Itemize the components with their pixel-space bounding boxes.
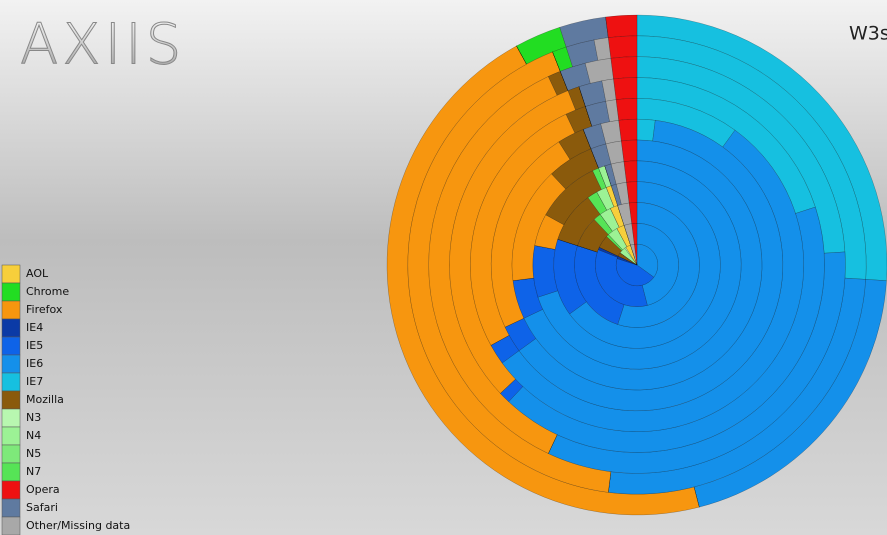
legend-label: Opera [26,483,60,496]
ring-segment [605,14,638,38]
legend-label: Safari [26,501,58,514]
ring-segment [623,225,631,246]
legend-swatch [1,264,21,284]
legend-swatch [1,462,21,482]
ring-segment [623,225,631,246]
legend-swatch [1,372,21,392]
legend-label: IE6 [26,357,43,370]
legend-label: N7 [26,465,41,478]
legend-swatch [1,426,21,446]
ring-segment [615,258,655,287]
legend-swatch [1,444,21,464]
legend-swatch [1,354,21,374]
legend-label: Chrome [26,285,69,298]
legend-swatch [1,300,21,320]
ring-segment [624,247,638,266]
ring-segment [623,160,638,183]
legend-swatch [1,318,21,338]
legend-swatch [1,282,21,302]
ring-segment [618,118,638,142]
legend-label: Mozilla [26,393,64,406]
legend-label: N4 [26,429,41,442]
ring-segment [615,98,638,121]
ring-segment [636,243,659,278]
ring-segment [634,243,638,266]
ring-segment [636,118,656,142]
legend-label: AOL [26,267,49,280]
legend-swatch [1,336,21,356]
ring-segment [630,244,638,266]
chart-title: W3s [849,23,887,45]
legend-label: Firefox [26,303,63,316]
ring-segment [625,244,638,266]
ring-segment [607,35,638,59]
legend-swatch [1,408,21,428]
legend-swatch [1,516,21,535]
legend-label: IE4 [26,321,43,334]
ring-segment [613,77,638,100]
legend-swatch [1,498,21,518]
legend-swatch [1,480,21,500]
logo: AXIIS [20,12,185,77]
legend-label: IE5 [26,339,43,352]
legend-label: IE7 [26,375,43,388]
legend-swatch [1,390,21,410]
ring-segment [608,471,612,493]
ring-segment [616,255,638,266]
legend-label: N3 [26,411,41,424]
ring-segment [621,139,638,162]
legend-label: Other/Missing data [26,519,130,532]
legend-label: N5 [26,447,41,460]
ring-segment [610,56,638,80]
ring-segment [608,471,612,493]
